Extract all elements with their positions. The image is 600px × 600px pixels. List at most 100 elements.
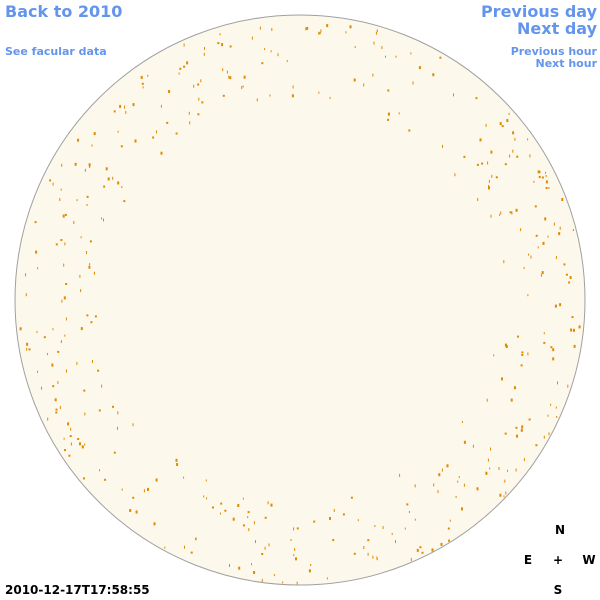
facula	[61, 299, 63, 303]
facula	[52, 328, 54, 331]
facula	[79, 274, 81, 278]
facula	[64, 213, 67, 216]
facula	[345, 31, 347, 34]
facula	[485, 123, 487, 127]
next-day-link[interactable]: Next day	[517, 19, 597, 38]
facula	[555, 406, 557, 409]
facula	[559, 303, 562, 307]
facula	[310, 564, 312, 566]
facula	[294, 548, 296, 551]
facula	[267, 501, 269, 505]
facula	[457, 480, 459, 483]
facula	[410, 52, 412, 55]
facula	[382, 526, 384, 529]
back-link[interactable]: Back to 2010	[5, 2, 123, 21]
facula	[43, 336, 46, 339]
facula	[410, 558, 412, 561]
facula	[521, 425, 524, 429]
facula	[242, 524, 245, 527]
facula	[186, 61, 189, 65]
facula	[421, 551, 424, 554]
facula	[47, 353, 48, 356]
facula	[395, 55, 397, 58]
facula	[166, 121, 169, 124]
facula	[438, 473, 441, 477]
facula	[175, 458, 178, 462]
facula	[264, 546, 266, 550]
facula	[511, 211, 513, 215]
facula	[363, 546, 365, 549]
facula	[103, 185, 106, 188]
facula	[512, 131, 515, 135]
facula	[528, 253, 530, 256]
facula	[156, 130, 157, 134]
facula	[461, 507, 463, 511]
facula	[222, 68, 224, 72]
compass-north: N	[554, 523, 566, 537]
facula	[520, 428, 523, 432]
facula	[86, 251, 87, 254]
facula	[487, 458, 489, 462]
facula	[376, 556, 378, 560]
facula	[41, 386, 42, 390]
facula	[64, 449, 66, 452]
facula	[499, 493, 502, 497]
facula	[168, 90, 171, 93]
next-hour-link[interactable]: Next hour	[535, 57, 598, 70]
facula	[117, 426, 118, 430]
facula	[569, 276, 572, 279]
facula	[84, 168, 86, 172]
facula	[367, 539, 370, 542]
facula	[439, 56, 442, 59]
facula	[332, 539, 335, 542]
facula	[520, 364, 523, 367]
facula	[63, 263, 65, 267]
facula	[374, 525, 376, 527]
facula	[19, 327, 22, 331]
facula	[488, 179, 490, 183]
facula	[578, 325, 581, 329]
facula	[253, 521, 255, 525]
facula	[543, 332, 545, 335]
facula	[553, 222, 555, 226]
facula	[269, 94, 271, 97]
facula	[408, 511, 410, 513]
facula	[88, 265, 91, 269]
facula	[463, 440, 466, 444]
facula	[264, 48, 266, 51]
facula	[499, 213, 501, 216]
facula	[132, 423, 134, 427]
previous-hour-link[interactable]: Previous hour	[510, 45, 597, 58]
facula	[241, 86, 243, 90]
facula	[203, 52, 205, 56]
facula	[503, 260, 505, 264]
facula	[353, 78, 356, 82]
facula	[178, 72, 180, 75]
facula	[88, 163, 91, 167]
previous-day-link[interactable]: Previous day	[480, 2, 597, 21]
facula	[91, 144, 93, 147]
facula	[67, 422, 70, 426]
facular-link[interactable]: See facular data	[5, 45, 107, 58]
facula	[515, 468, 517, 472]
facula	[329, 517, 331, 520]
facula	[282, 581, 284, 584]
facula	[51, 363, 54, 367]
facula	[414, 518, 416, 521]
facula	[554, 304, 557, 308]
facula	[86, 314, 89, 317]
facula	[543, 435, 545, 439]
facula	[77, 438, 80, 440]
facula	[489, 467, 491, 470]
facula	[486, 398, 488, 402]
facula	[143, 489, 145, 493]
facula	[515, 426, 518, 429]
facula	[55, 408, 58, 411]
facula	[545, 175, 547, 177]
facula	[134, 139, 137, 143]
facula	[320, 29, 322, 33]
facula	[509, 211, 512, 214]
facula	[99, 469, 100, 472]
facula	[261, 553, 264, 555]
facula	[89, 240, 92, 243]
